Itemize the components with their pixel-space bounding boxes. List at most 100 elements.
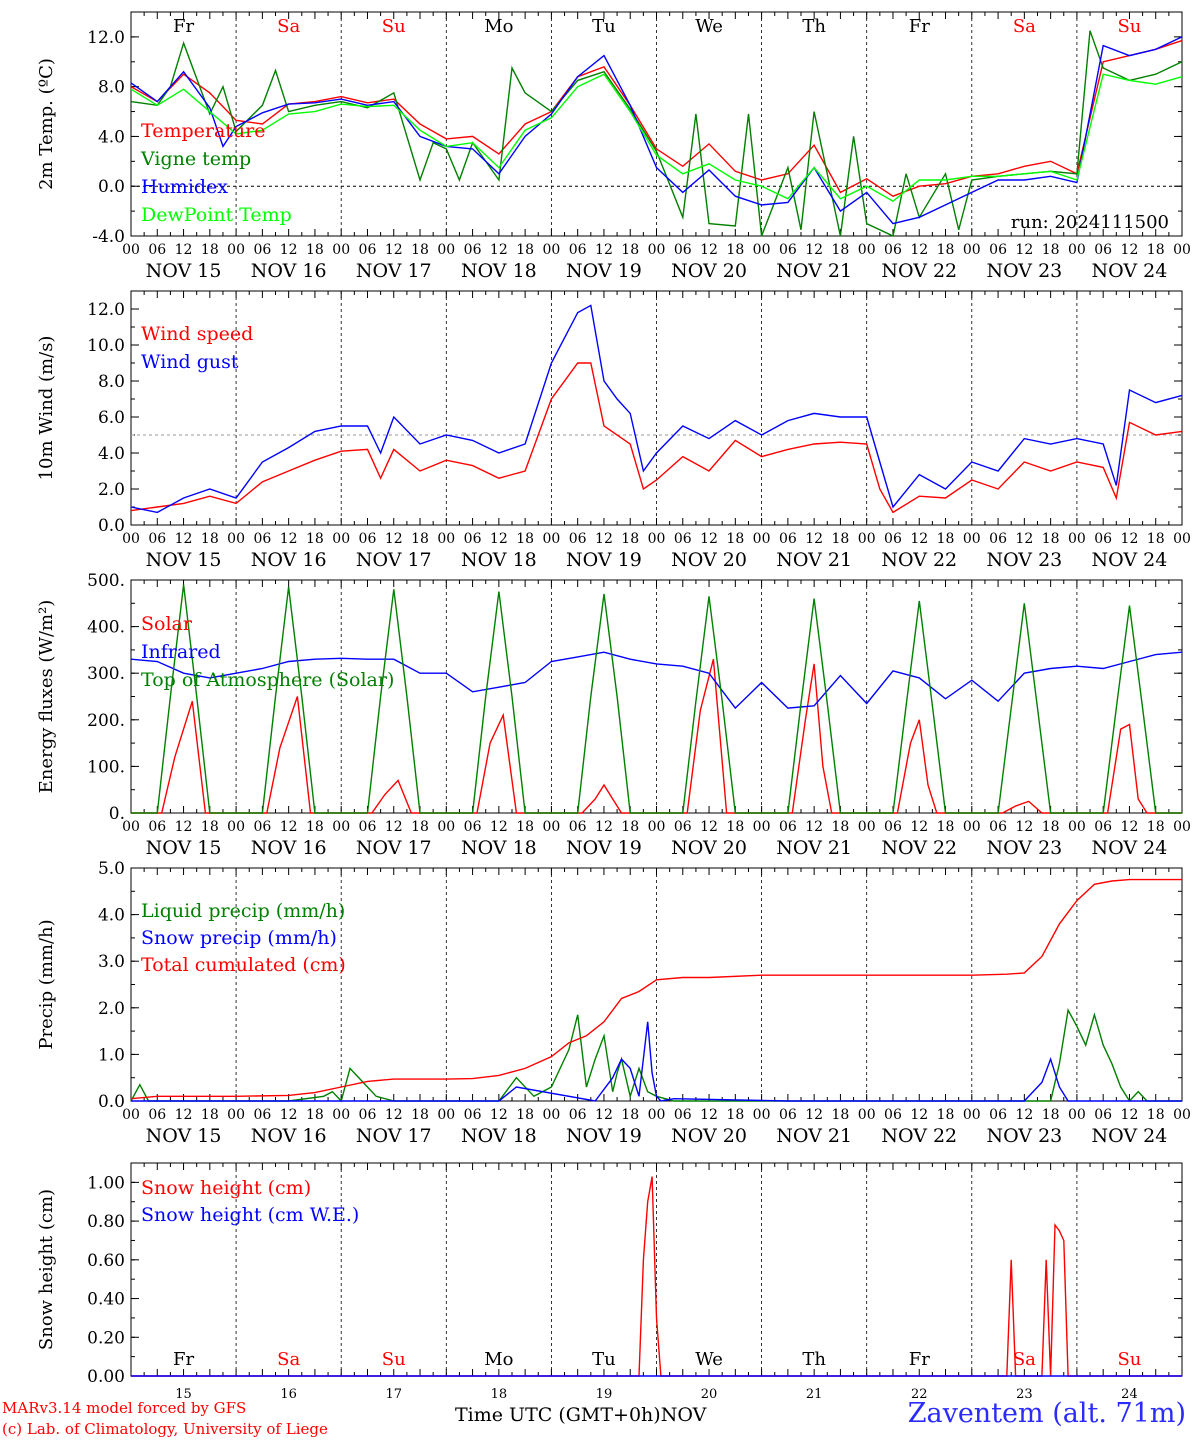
weekday-label: Sa: [1013, 16, 1036, 37]
y-tick-label: 1.00: [87, 1173, 125, 1193]
legend-entry: Snow height (cm): [141, 1177, 311, 1199]
date-label: NOV 24: [1092, 837, 1168, 859]
date-label: NOV 16: [251, 837, 327, 859]
y-tick-label: 4.0: [98, 444, 125, 464]
hour-tick-label: 06: [884, 531, 902, 547]
hour-tick-label: 06: [1094, 242, 1112, 258]
day-number-label: 20: [701, 1387, 718, 1402]
hour-tick-label: 06: [148, 242, 166, 258]
date-label: NOV 21: [776, 549, 852, 571]
hour-tick-label: 06: [989, 1107, 1007, 1123]
hour-tick-label: 18: [516, 1107, 534, 1123]
date-label: NOV 15: [146, 837, 222, 859]
y-tick-label: 1.0: [98, 1045, 125, 1065]
plot-frame: [130, 11, 1183, 237]
date-label: NOV 24: [1092, 1125, 1168, 1147]
hour-tick-label: 18: [1147, 242, 1165, 258]
hour-tick-label: 00: [648, 242, 666, 258]
hour-tick-label: 18: [201, 531, 219, 547]
hour-tick-label: 18: [201, 819, 219, 835]
hour-tick-label: 06: [569, 531, 587, 547]
hour-tick-label: 12: [385, 242, 403, 258]
date-label: NOV 18: [461, 837, 537, 859]
hour-tick-label: 18: [621, 1107, 639, 1123]
date-label: NOV 22: [881, 549, 957, 571]
date-label: NOV 15: [146, 549, 222, 571]
weekday-label: Th: [802, 16, 826, 37]
date-label: NOV 23: [986, 260, 1062, 282]
hour-tick-label: 06: [1094, 531, 1112, 547]
series-line: [130, 39, 1183, 197]
date-label: NOV 24: [1092, 260, 1168, 282]
hour-tick-label: 12: [910, 242, 928, 258]
date-label: NOV 19: [566, 837, 642, 859]
hour-tick-label: 18: [201, 242, 219, 258]
hour-tick-label: 06: [464, 1107, 482, 1123]
y-axis-label: Precip (mm/h): [36, 919, 57, 1049]
y-tick-label: 12.0: [87, 300, 125, 320]
hour-tick-label: 00: [753, 531, 771, 547]
hour-tick-label: 18: [411, 1107, 429, 1123]
hour-tick-label: 06: [989, 819, 1007, 835]
weekday-label: Th: [802, 1349, 826, 1370]
legend-entry: Wind gust: [141, 351, 239, 373]
legend-entry: Snow precip (mm/h): [141, 927, 337, 949]
hour-tick-label: 12: [1121, 531, 1139, 547]
legend-entry: Humidex: [141, 176, 228, 198]
hour-tick-label: 12: [805, 242, 823, 258]
hour-tick-label: 00: [1068, 242, 1086, 258]
hour-tick-label: 06: [884, 242, 902, 258]
hour-tick-label: 06: [779, 819, 797, 835]
series-line: [130, 73, 1183, 203]
hour-tick-label: 18: [937, 819, 955, 835]
y-tick-label: 8.0: [98, 78, 125, 98]
hour-tick-label: 12: [385, 1107, 403, 1123]
hour-tick-label: 18: [937, 1107, 955, 1123]
hour-tick-label: 06: [464, 819, 482, 835]
hour-tick-label: 00: [858, 531, 876, 547]
hour-tick-label: 00: [437, 819, 455, 835]
hour-tick-label: 06: [148, 819, 166, 835]
hour-tick-label: 00: [332, 1107, 350, 1123]
y-tick-label: 6.0: [98, 408, 125, 428]
hour-tick-label: 06: [253, 531, 271, 547]
y-tick-label: 12.0: [87, 28, 125, 48]
hour-tick-label: 00: [963, 1107, 981, 1123]
hour-tick-label: 06: [253, 819, 271, 835]
hour-tick-label: 00: [122, 819, 140, 835]
hour-tick-label: 18: [726, 531, 744, 547]
legend-entry: Total cumulated (cm): [141, 954, 346, 976]
hour-tick-label: 18: [1042, 242, 1060, 258]
y-tick-label: 0.: [109, 804, 125, 824]
hour-tick-label: 00: [122, 531, 140, 547]
weekday-label: Sa: [1013, 1349, 1036, 1370]
hour-tick-label: 06: [884, 819, 902, 835]
day-number-label: 24: [1121, 1387, 1138, 1402]
hour-tick-label: 18: [1042, 819, 1060, 835]
hour-tick-label: 18: [201, 1107, 219, 1123]
hour-tick-label: 12: [1015, 531, 1033, 547]
hour-tick-label: 06: [464, 531, 482, 547]
hour-tick-label: 18: [832, 1107, 850, 1123]
series-line: [130, 36, 1183, 225]
weekday-label: We: [695, 16, 723, 37]
y-tick-label: 0.40: [87, 1290, 125, 1310]
day-number-label: 17: [385, 1387, 402, 1402]
day-number-label: 16: [280, 1387, 297, 1402]
series-line: [130, 651, 1183, 710]
hour-tick-label: 00: [1173, 1107, 1191, 1123]
date-label: NOV 23: [986, 837, 1062, 859]
legend-entry: Liquid precip (mm/h): [141, 900, 345, 922]
hour-tick-label: 12: [595, 1107, 613, 1123]
y-tick-label: 0.20: [87, 1328, 125, 1348]
date-label: NOV 20: [671, 837, 747, 859]
hour-tick-label: 12: [280, 531, 298, 547]
day-number-label: 19: [596, 1387, 613, 1402]
hour-tick-label: 06: [148, 531, 166, 547]
y-tick-label: 300.: [87, 664, 125, 684]
hour-tick-label: 00: [963, 819, 981, 835]
hour-tick-label: 18: [306, 819, 324, 835]
date-label: NOV 16: [251, 260, 327, 282]
series-line: [131, 1176, 1182, 1377]
